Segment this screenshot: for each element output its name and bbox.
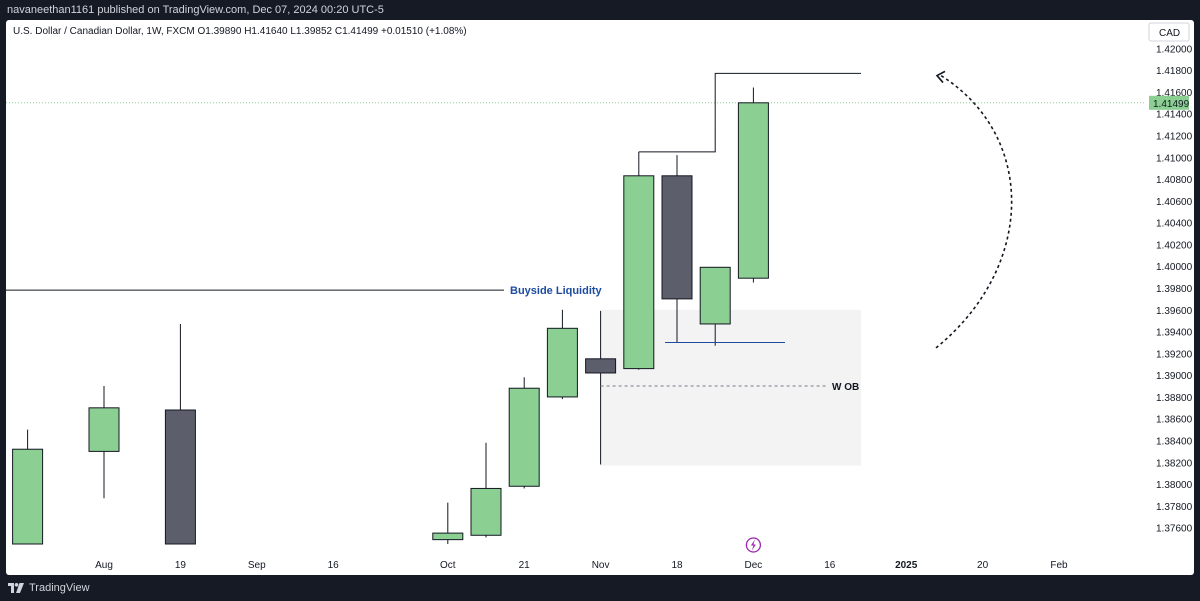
currency-box — [1148, 22, 1190, 42]
bull-candle-body — [699, 266, 731, 325]
footer-bar: TradingView — [0, 575, 1200, 601]
candle — [508, 377, 540, 489]
price-tick-label: 1.41800 — [1156, 66, 1193, 77]
price-tick-label: 1.38200 — [1156, 458, 1193, 469]
price-tick-label: 1.40800 — [1156, 175, 1193, 186]
price-tick-label: 1.41600 — [1156, 88, 1193, 99]
last-price-tag — [1149, 95, 1189, 110]
time-tick-label: 18 — [671, 560, 683, 571]
projection-arrow — [935, 74, 1013, 349]
bull-candle-body — [508, 387, 540, 487]
candle — [432, 502, 464, 544]
time-tick-label: 16 — [824, 560, 836, 571]
bull-candle-body — [470, 487, 502, 536]
buyside-liquidity-label: Buyside Liquidity — [510, 285, 603, 297]
w-ob-label: W OB — [832, 382, 859, 393]
price-tick-label: 1.39800 — [1156, 284, 1193, 295]
candle — [661, 155, 693, 343]
price-tick-label: 1.39200 — [1156, 349, 1193, 360]
lightning-icon — [750, 539, 756, 551]
currency-label: CAD — [1159, 28, 1180, 39]
price-tick-label: 1.37600 — [1156, 524, 1193, 535]
price-tick-label: 1.38400 — [1156, 437, 1193, 448]
arrow-head-icon — [935, 70, 946, 84]
last-price-label: 1.41499 — [1153, 99, 1190, 110]
publish-info-text: navaneethan1161 published on TradingView… — [7, 4, 384, 16]
candle — [12, 429, 44, 545]
time-tick-label: Sep — [248, 560, 266, 571]
time-tick-label: 2025 — [895, 560, 918, 571]
candle — [585, 310, 617, 465]
bull-candle-body — [546, 327, 578, 398]
bear-candle-body — [661, 175, 693, 300]
time-tick-label: Nov — [592, 560, 610, 571]
candle — [546, 309, 578, 400]
price-tick-label: 1.42000 — [1156, 44, 1193, 55]
candle — [470, 442, 502, 538]
bull-candle-body — [737, 102, 769, 279]
bull-candle-body — [432, 532, 464, 541]
chart-area[interactable]: Buyside Liquidity W OB 1.42000 1.41800 1.41… — [6, 20, 1194, 575]
candle — [88, 386, 120, 499]
bull-candle-body — [623, 175, 655, 370]
price-tick-label: 1.39000 — [1156, 371, 1193, 382]
publish-header: navaneethan1161 published on TradingView… — [0, 0, 1200, 20]
tradingview-brand[interactable]: TradingView — [29, 582, 90, 594]
price-tick-label: 1.41200 — [1156, 131, 1193, 142]
tradingview-logo-icon[interactable] — [8, 583, 24, 593]
liquidity-step-line — [638, 72, 861, 153]
bull-candle-body — [12, 448, 44, 545]
time-tick-label: Feb — [1050, 560, 1068, 571]
price-tick-label: 1.39600 — [1156, 306, 1193, 317]
price-tick-label: 1.40400 — [1156, 219, 1193, 230]
time-tick-label: Dec — [745, 560, 763, 571]
bear-candle-body — [585, 358, 617, 374]
time-tick-label: 21 — [519, 560, 531, 571]
price-tick-label: 1.40600 — [1156, 197, 1193, 208]
bull-candle-body — [88, 407, 120, 452]
candle — [164, 323, 196, 545]
candle — [737, 87, 769, 283]
price-tick-label: 1.41000 — [1156, 153, 1193, 164]
price-tick-label: 1.38800 — [1156, 393, 1193, 404]
price-tick-label: 1.40200 — [1156, 240, 1193, 251]
price-tick-label: 1.38000 — [1156, 480, 1193, 491]
price-tick-label: 1.38600 — [1156, 415, 1193, 426]
price-tick-label: 1.41400 — [1156, 110, 1193, 121]
time-tick-label: Aug — [95, 560, 113, 571]
symbol-info: U.S. Dollar / Canadian Dollar, 1W, FXCM … — [13, 26, 467, 37]
candlestick-chart[interactable]: Buyside Liquidity W OB 1.42000 1.41800 1.41… — [6, 20, 1194, 575]
time-tick-label: 16 — [328, 560, 340, 571]
time-tick-label: Oct — [440, 560, 456, 571]
price-tick-label: 1.37800 — [1156, 502, 1193, 513]
bear-candle-body — [164, 409, 196, 545]
price-tick-label: 1.39400 — [1156, 328, 1193, 339]
candle — [623, 175, 655, 370]
time-tick-label: 20 — [977, 560, 989, 571]
price-tick-label: 1.40000 — [1156, 262, 1193, 273]
time-tick-label: 19 — [175, 560, 187, 571]
candle — [699, 266, 731, 346]
